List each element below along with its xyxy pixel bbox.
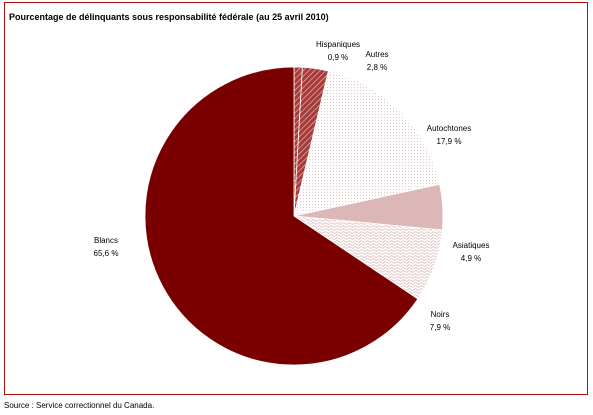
slice-label-name: Noirs — [431, 310, 450, 319]
source-note: Source : Service correctionnel du Canada… — [4, 401, 155, 410]
slice-label-value: 4,9 % — [461, 254, 481, 263]
pie-slice-autochtones — [293, 70, 441, 217]
slice-label-value: 17,9 % — [437, 137, 462, 146]
pie-slice-blancs — [144, 66, 419, 366]
slice-label-value: 2,8 % — [367, 63, 387, 72]
slice-label-name: Blancs — [94, 236, 118, 245]
slice-label-name: Autres — [365, 50, 388, 59]
slice-label-name: Autochtones — [427, 124, 471, 133]
slice-label-value: 0,9 % — [328, 53, 348, 62]
slice-label-value: 65,6 % — [94, 249, 119, 258]
slice-label-name: Asiatiques — [453, 241, 490, 250]
slice-label-value: 7,9 % — [430, 323, 450, 332]
chart-title: Pourcentage de délinquants sous responsa… — [9, 12, 329, 22]
slice-label-name: Hispaniques — [316, 40, 360, 49]
